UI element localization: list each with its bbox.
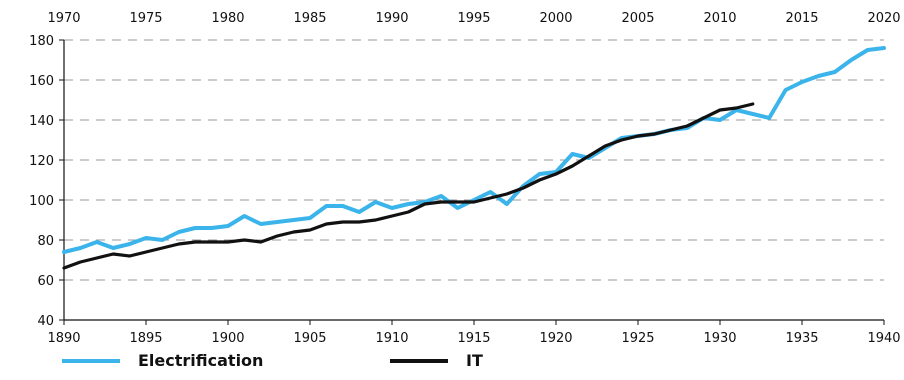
x-top-tick-label: 1985: [293, 11, 326, 26]
x-bottom-tick-label: 1895: [129, 331, 162, 346]
series-lines: [62, 46, 886, 270]
y-tick-label: 100: [29, 194, 54, 209]
x-top-tick-label: 2000: [539, 11, 572, 26]
tick-labels: 40 60 80 100 120 140 160 180 1890 1895 1900 1905 191…: [29, 11, 900, 346]
gridlines: [64, 39, 884, 281]
x-bottom-tick-label: 1910: [375, 331, 408, 346]
axes: [59, 39, 885, 325]
y-tick-label: 40: [37, 314, 54, 329]
y-tick-label: 120: [29, 154, 54, 169]
x-bottom-tick-label: 1930: [703, 331, 736, 346]
x-bottom-tick-label: 1915: [457, 331, 490, 346]
y-tick-label: 160: [29, 74, 54, 89]
legend-label: Electrification: [138, 351, 263, 370]
y-tick-label: 180: [29, 34, 54, 49]
x-bottom-tick-label: 1935: [785, 331, 818, 346]
x-top-tick-label: 2010: [703, 11, 736, 26]
x-bottom-tick-label: 1905: [293, 331, 326, 346]
y-tick-label: 140: [29, 114, 54, 129]
legend: Electrification IT: [62, 351, 483, 370]
x-bottom-tick-label: 1890: [47, 331, 80, 346]
x-bottom-tick-label: 1925: [621, 331, 654, 346]
x-top-tick-label: 1980: [211, 11, 244, 26]
x-top-tick-label: 2015: [785, 11, 818, 26]
x-top-tick-label: 2005: [621, 11, 654, 26]
series-line-electrification: [62, 46, 886, 254]
x-bottom-tick-label: 1940: [867, 331, 900, 346]
series-line-it: [62, 102, 755, 270]
y-tick-label: 60: [37, 274, 54, 289]
y-tick-label: 80: [37, 234, 54, 249]
x-bottom-tick-label: 1900: [211, 331, 244, 346]
x-top-tick-label: 2020: [867, 11, 900, 26]
x-top-tick-label: 1995: [457, 11, 490, 26]
x-bottom-tick-label: 1920: [539, 331, 572, 346]
x-top-tick-label: 1975: [129, 11, 162, 26]
legend-label: IT: [466, 351, 483, 370]
x-top-tick-label: 1990: [375, 11, 408, 26]
x-top-tick-label: 1970: [47, 11, 80, 26]
